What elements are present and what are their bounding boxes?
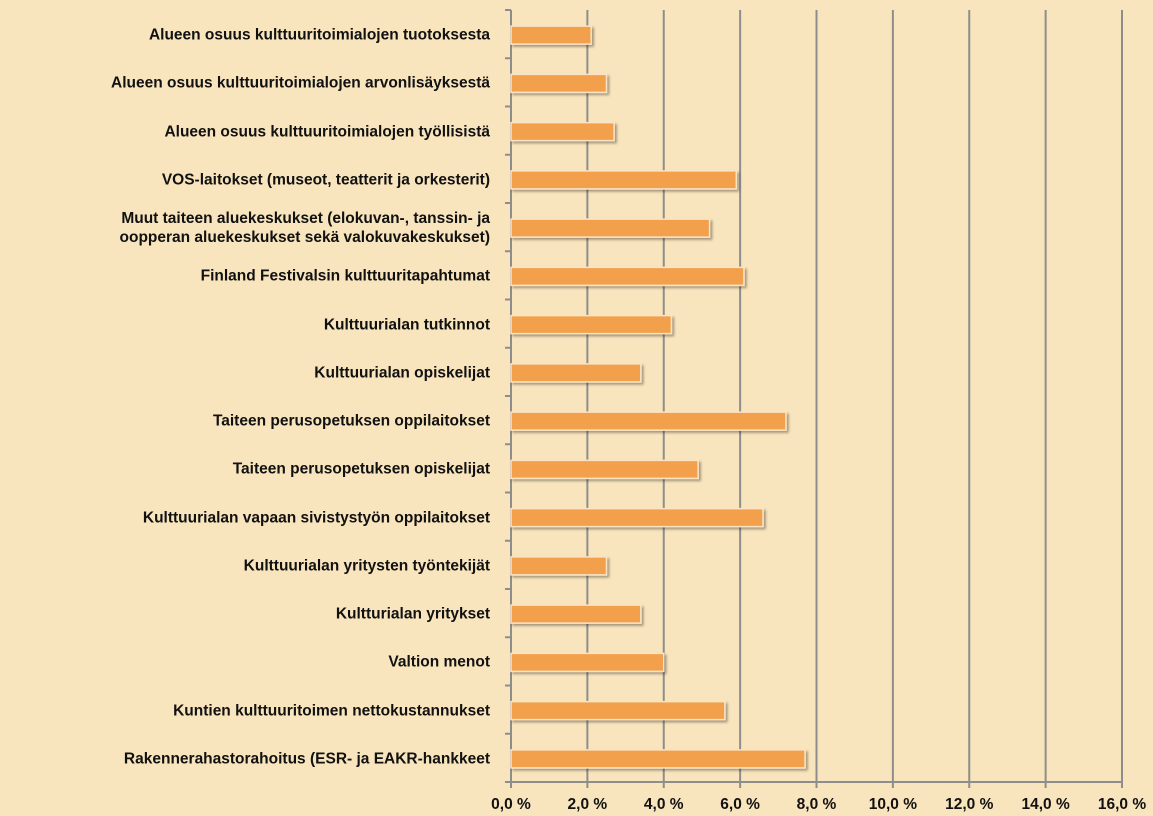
y-tick-label: Alueen osuus kulttuuritoimialojen tuotok… bbox=[148, 26, 490, 44]
bar bbox=[510, 411, 787, 431]
bar bbox=[510, 604, 642, 624]
bar bbox=[510, 170, 738, 190]
y-tick-label: VOS-laitokset (museot, teatterit ja orke… bbox=[161, 171, 490, 189]
y-tick-label: Kultturialan yritykset bbox=[335, 605, 490, 623]
y-tick-label: Taiteen perusopetuksen opiskelijat bbox=[232, 460, 490, 478]
x-tick-label: 14,0 % bbox=[1021, 796, 1069, 813]
bar bbox=[510, 652, 665, 673]
y-tick-label: Kulttuurialan tutkinnot bbox=[323, 316, 490, 334]
x-tick-label: 10,0 % bbox=[869, 796, 917, 813]
bar bbox=[510, 266, 745, 287]
y-tick-label: Muut taiteen aluekeskukset (elokuvan-, t… bbox=[119, 210, 490, 247]
bar bbox=[510, 73, 608, 94]
bar bbox=[510, 218, 711, 238]
y-tick-label: Kuntien kulttuuritoimen nettokustannukse… bbox=[173, 702, 490, 720]
x-tick-label: 6,0 % bbox=[720, 796, 760, 813]
x-tick-label: 0,0 % bbox=[491, 796, 531, 813]
y-tick-label: Rakennerahastorahoitus (ESR- ja EAKR-han… bbox=[123, 750, 490, 768]
y-tick-label: Finland Festivalsin kulttuuritapahtumat bbox=[200, 267, 490, 285]
y-tick-label: Taiteen perusopetuksen oppilaitokset bbox=[212, 412, 490, 430]
bar bbox=[510, 507, 764, 528]
x-tick-label: 2,0 % bbox=[568, 796, 608, 813]
y-tick-label: Alueen osuus kulttuuritoimialojen työlli… bbox=[164, 123, 490, 141]
bar bbox=[510, 700, 726, 721]
bar bbox=[510, 363, 642, 383]
bar bbox=[510, 314, 673, 335]
bar bbox=[510, 121, 615, 142]
bar bbox=[510, 25, 592, 45]
y-tick-label: Kulttuurialan yritysten työntekijät bbox=[243, 557, 490, 575]
x-tick-label: 8,0 % bbox=[797, 796, 837, 813]
y-tick-label: Kulttuurialan vapaan sivistystyön oppila… bbox=[142, 509, 490, 527]
x-tick-label: 12,0 % bbox=[945, 796, 993, 813]
bar bbox=[510, 459, 699, 480]
x-tick-label: 16,0 % bbox=[1098, 796, 1146, 813]
bar bbox=[510, 749, 806, 769]
y-tick-label: Valtion menot bbox=[388, 653, 490, 671]
y-tick-label: Kulttuurialan opiskelijat bbox=[314, 364, 490, 382]
x-tick-label: 4,0 % bbox=[644, 796, 684, 813]
bar bbox=[510, 556, 608, 576]
y-tick-label: Alueen osuus kulttuuritoimialojen arvonl… bbox=[111, 74, 490, 92]
